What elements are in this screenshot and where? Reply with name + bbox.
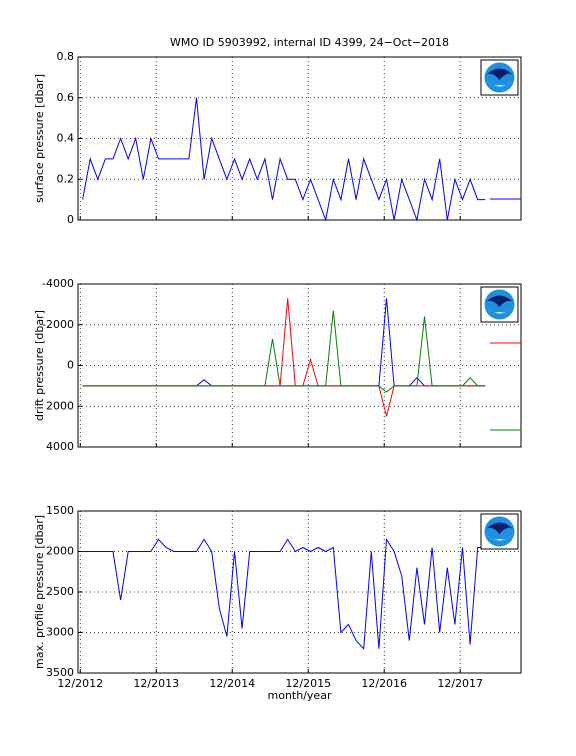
y-tick-label: 2000	[46, 399, 74, 412]
y-axis-label: drift pressure [dbar]	[33, 310, 46, 421]
x-tick-label: 12/2017	[437, 677, 483, 690]
x-tick-label: 12/2014	[209, 677, 255, 690]
logo-wave	[487, 308, 512, 314]
logo-wave	[487, 81, 512, 87]
plot-area	[77, 283, 522, 448]
x-axis-label: month/year	[268, 689, 332, 702]
chart-title: WMO ID 5903992, internal ID 4399, 24−Oct…	[170, 36, 449, 49]
series-line	[82, 537, 486, 650]
y-tick-label: 0	[67, 213, 74, 226]
y-tick-label: 3000	[46, 626, 74, 639]
y-tick-label: 2000	[46, 545, 74, 558]
plot-area	[77, 56, 522, 221]
y-tick-label: 0.4	[57, 132, 75, 145]
y-axis-label: max. profile pressure [dbar]	[33, 515, 46, 669]
series-line	[82, 97, 486, 222]
x-tick-label: 12/2015	[285, 677, 331, 690]
logo	[480, 59, 519, 96]
logo	[480, 286, 519, 323]
y-tick-label: 0.6	[57, 91, 75, 104]
x-tick-label: 12/2012	[57, 677, 103, 690]
x-tick-label: 12/2013	[133, 677, 179, 690]
y-tick-label: 0	[67, 359, 74, 372]
y-tick-label: 0.2	[57, 172, 75, 185]
plot-area	[77, 510, 522, 674]
x-tick-label: 12/2016	[361, 677, 407, 690]
y-tick-label: 0.8	[57, 50, 75, 63]
y-tick-label: 1500	[46, 504, 74, 517]
series-line	[82, 310, 486, 393]
logo-gull	[486, 68, 513, 80]
y-axis-label: surface pressure [dbar]	[33, 74, 46, 203]
y-tick-label: 3500	[46, 666, 74, 679]
y-tick-label: 4000	[46, 440, 74, 453]
logo-gull	[486, 295, 513, 307]
y-tick-label: -4000	[42, 277, 74, 290]
logo-wave	[487, 535, 512, 541]
logo-gull	[486, 522, 513, 534]
y-tick-label: 2500	[46, 585, 74, 598]
y-tick-label: -2000	[42, 318, 74, 331]
logo	[480, 513, 519, 550]
